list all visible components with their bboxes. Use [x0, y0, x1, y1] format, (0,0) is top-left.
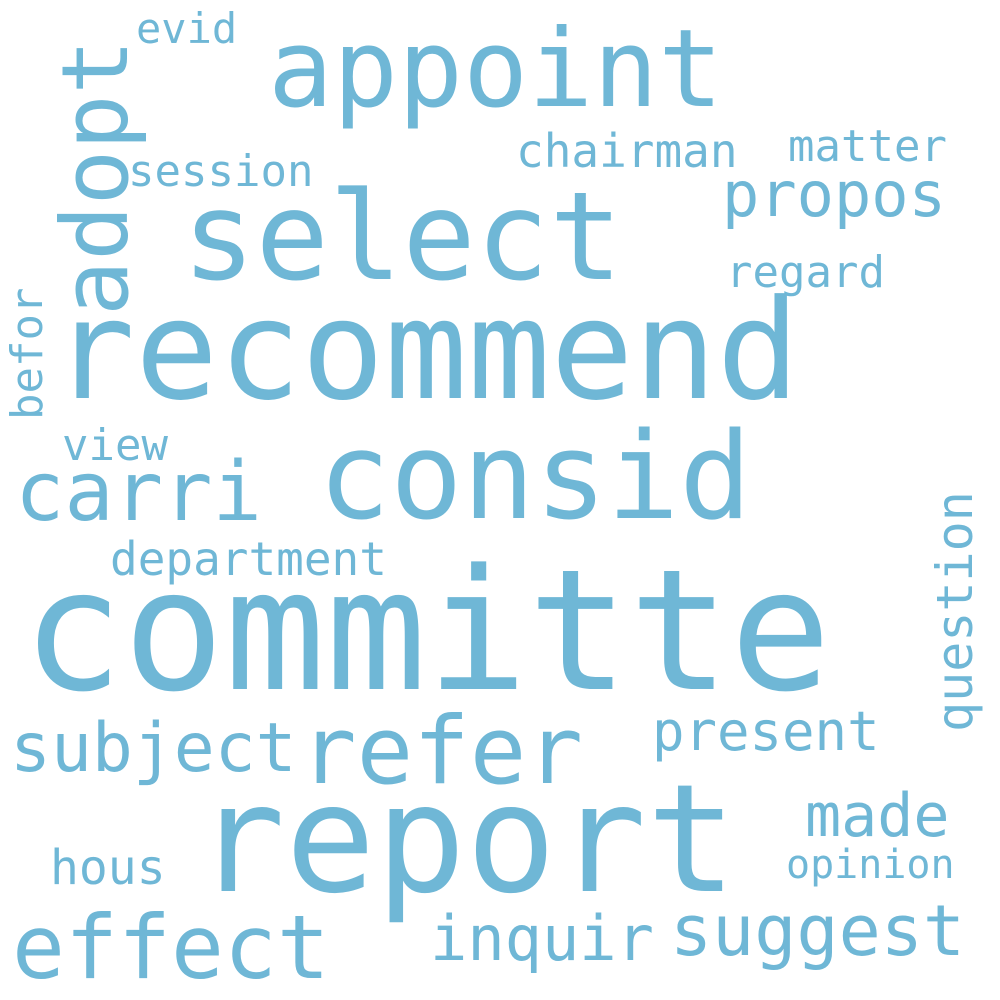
word-chairman: chairman	[516, 124, 738, 178]
word-inquir: inquir	[430, 902, 654, 975]
word-department: department	[110, 532, 387, 586]
word-session: session	[128, 146, 314, 197]
word-view: view	[62, 420, 168, 471]
word-opinion: opinion	[786, 842, 955, 888]
word-consid: consid	[318, 408, 752, 547]
word-adopt: adopt	[42, 39, 149, 316]
word-refer: refer	[300, 697, 583, 806]
word-propos: propos	[722, 158, 946, 231]
word-question: question	[926, 491, 984, 732]
word-regard: regard	[726, 247, 885, 298]
word-made: made	[805, 781, 950, 851]
word-matter: matter	[788, 121, 947, 172]
word-recommend: recommend	[52, 270, 800, 431]
word-hous: hous	[50, 840, 166, 896]
word-subject: subject	[10, 709, 297, 788]
word-present: present	[652, 700, 880, 763]
word-carri: carri	[15, 445, 262, 540]
word-committe: committe	[22, 533, 832, 729]
word-evid: evid	[136, 4, 238, 53]
word-befor: befor	[2, 287, 53, 420]
word-report: report	[195, 753, 737, 927]
word-appoint: appoint	[268, 7, 724, 132]
word-suggest: suggest	[670, 890, 966, 972]
word-effect: effect	[12, 896, 330, 999]
word-select: select	[182, 166, 623, 308]
